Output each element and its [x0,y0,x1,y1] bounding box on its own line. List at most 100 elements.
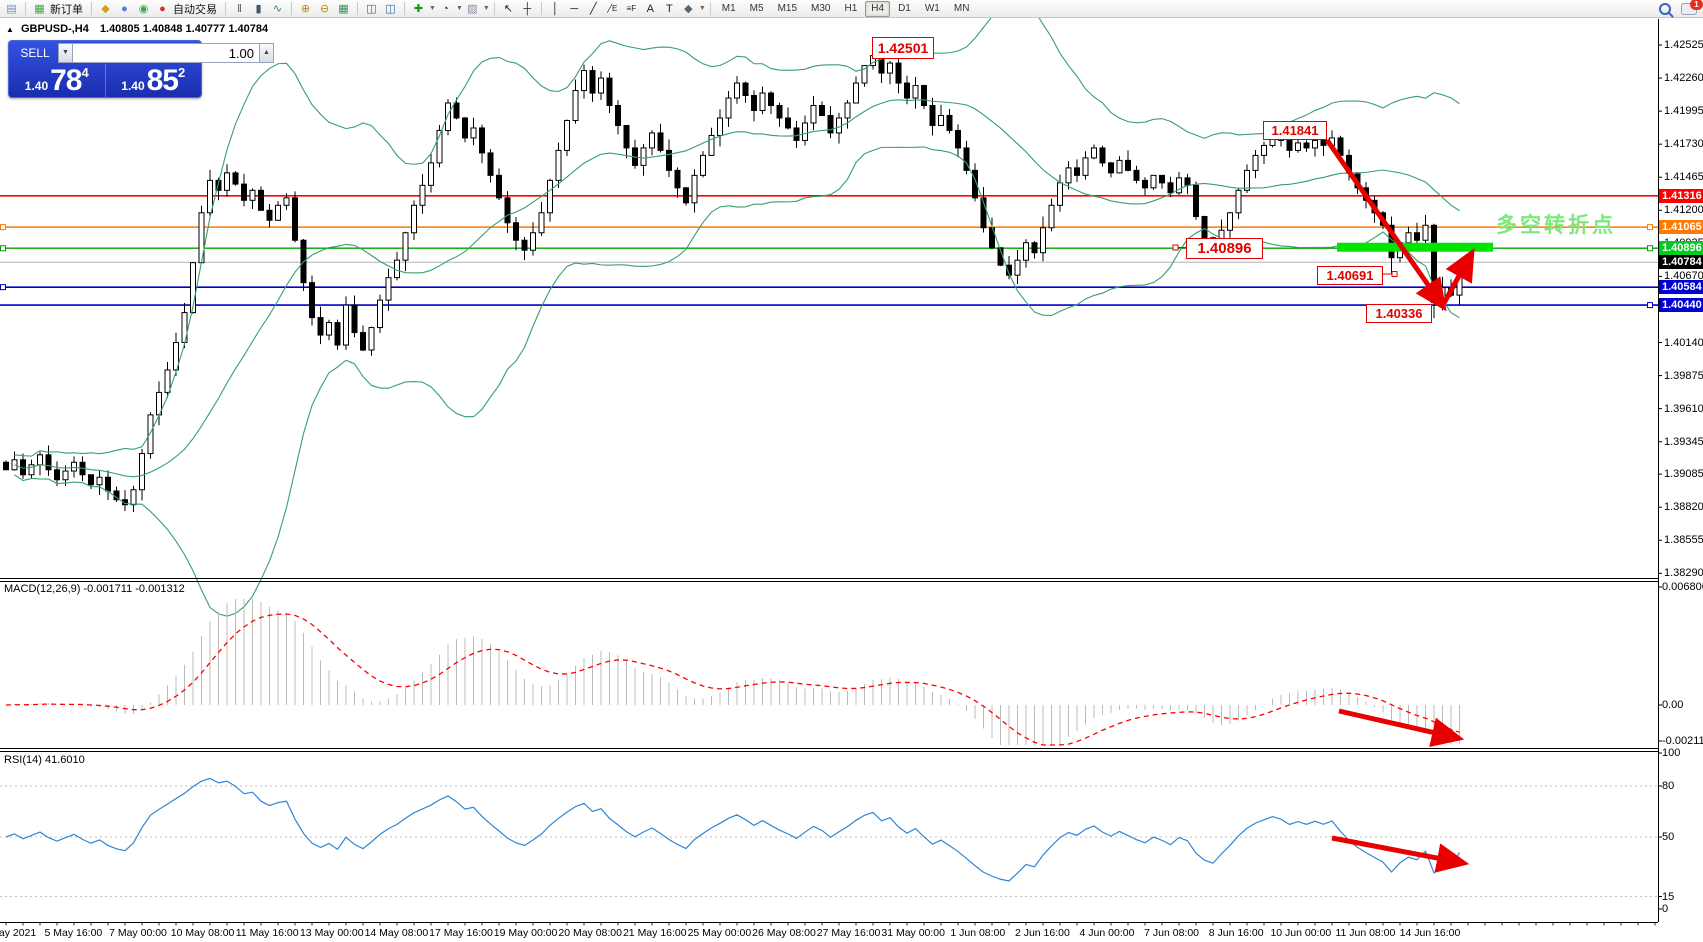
chart-title: ▲ GBPUSD-,H4 1.40805 1.40848 1.40777 1.4… [6,23,268,35]
crosshair-icon[interactable]: ┼ [523,2,532,15]
collapse-icon[interactable]: ▲ [6,25,14,34]
bar-chart-icon[interactable]: ‖ [237,2,242,15]
ohlc-values: 1.40805 1.40848 1.40777 1.40784 [99,23,269,35]
zoom-in-icon[interactable]: ⊕ [300,2,311,15]
shapes-icon[interactable]: ◆ [684,2,693,15]
buy-button[interactable]: BUY [284,46,310,60]
volume-increase-button[interactable]: ▲ [259,43,274,63]
line-anchor-square[interactable] [1647,302,1653,309]
tile-windows-icon[interactable]: ▦ [338,2,349,15]
candle-body [258,189,264,211]
hline-icon[interactable]: ─ [570,2,579,15]
terminal-icon[interactable]: ▤ [6,2,17,15]
candle-body [1235,189,1242,214]
autotrading-icon[interactable]: ● [159,2,166,15]
timeframe-button-h1[interactable]: H1 [844,2,858,14]
zoom-out-icon[interactable]: ⊖ [319,2,330,15]
dropdown-caret-icon[interactable]: ▼ [698,5,706,12]
autotrading-label[interactable]: 自动交易 [173,3,217,16]
candle-body [700,154,706,176]
support-zone-highlight[interactable] [1337,242,1493,252]
indicator-list-icon[interactable]: ◫ [385,2,396,15]
channel-icon[interactable]: ╱E [607,3,618,13]
candle-body [470,127,477,139]
chat-icon[interactable]: 1 [1681,0,1703,15]
candle-body [674,169,681,189]
candle-body [963,147,970,171]
sell-button[interactable]: SELL [20,46,50,60]
candle-body [1405,232,1412,244]
candle-body [292,197,298,241]
bollinger-middle-band [14,99,1460,478]
candle-body [844,102,851,119]
timeframe-button-mn[interactable]: MN [953,2,970,14]
label-anchor-square[interactable] [1172,244,1179,251]
trade-panel-prices: 1.40 78 4 1.40 85 2 [9,64,201,97]
new-order-label[interactable]: 新订单 [50,3,83,16]
timeframe-button-d1[interactable]: D1 [898,2,911,14]
timeframe-button-m5[interactable]: M5 [749,2,764,14]
line-anchor-square[interactable] [0,224,6,231]
text-icon[interactable]: A [646,2,654,15]
new-order-icon[interactable]: ▦ [34,2,45,15]
timeframe-button-m1[interactable]: M1 [721,2,736,14]
timeframe-button-m15[interactable]: M15 [777,2,798,14]
candle-body [1099,147,1106,164]
toolbar-separator [540,2,542,15]
candle-body [368,327,375,351]
add-indicator-icon[interactable]: ✚ [413,2,424,15]
line-anchor-square[interactable] [0,245,6,252]
indicators-window-icon[interactable]: ◫ [366,2,377,15]
candle-body [853,82,859,104]
label-anchor-square[interactable] [1391,271,1398,277]
candlestick-chart-icon[interactable]: ▮ [255,2,262,15]
label-icon[interactable]: T [665,2,673,15]
fibonacci-icon[interactable]: ≡F [626,3,637,13]
candle-body [105,476,111,492]
volume-decrease-button[interactable]: ▼ [58,43,73,63]
candle-body [487,152,494,176]
timeframe-button-w1[interactable]: W1 [924,2,940,14]
candle-body [385,277,392,301]
candle-body [938,114,944,126]
buy-price[interactable]: 1.40 85 2 [104,64,202,97]
candle-body [496,174,502,199]
community-icon[interactable]: ● [121,2,128,15]
dropdown-caret-icon[interactable]: ▼ [455,5,463,12]
candle-body [666,149,672,171]
main-toolbar: ▤ ▦ 新订单 ◆ ● ◉ ● 自动交易 ‖ ▮ ∿ ⊕ ⊖ ▦ ◫ ◫ ✚ ▼ ◔ ▼ ▨ ▼ ↖ ┼ │ ─ ╱ ╱E ≡F A T ◆ ▼… [0,0,1703,18]
dropdown-caret-icon[interactable]: ▼ [482,5,490,12]
periods-icon[interactable]: ◔ [442,2,449,15]
dropdown-caret-icon[interactable]: ▼ [429,5,436,12]
line-anchor-square[interactable] [0,284,6,291]
candle-body [972,169,978,199]
candle-body [1040,227,1046,254]
bollinger-upper-band [14,0,1460,457]
line-anchor-square[interactable] [1647,245,1653,252]
timeframe-toolbar: M1 M5 M15 M30 H1 H4 D1 W1 MN [715,0,977,17]
line-chart-icon[interactable]: ∿ [272,2,283,15]
candle-body [1116,159,1123,174]
vline-icon[interactable]: │ [551,2,559,15]
symbol-period-label: GBPUSD-,H4 [20,23,89,35]
trend-arrow-macd[interactable] [1338,708,1465,747]
trend-arrow-price[interactable] [1324,138,1447,312]
volume-input[interactable] [73,43,259,63]
toolbar-separator [25,2,26,15]
timeframe-button-h4[interactable]: H4 [865,0,891,17]
templates-icon[interactable]: ▨ [467,2,478,15]
line-anchor-square[interactable] [1647,224,1653,231]
sell-price[interactable]: 1.40 78 4 [9,64,105,97]
toolbar-separator [709,2,711,15]
signals-icon[interactable]: ◉ [138,2,149,15]
trend-arrow-price[interactable] [1441,247,1475,305]
trend-arrow-rsi[interactable] [1331,835,1470,873]
candle-body [725,97,732,119]
market-icon[interactable]: ◆ [101,2,110,15]
cursor-icon[interactable]: ↖ [503,2,513,15]
search-icon[interactable] [1659,2,1671,15]
trendline-icon[interactable]: ╱ [590,2,597,15]
candle-body [88,474,94,486]
timeframe-button-m30[interactable]: M30 [811,2,831,14]
